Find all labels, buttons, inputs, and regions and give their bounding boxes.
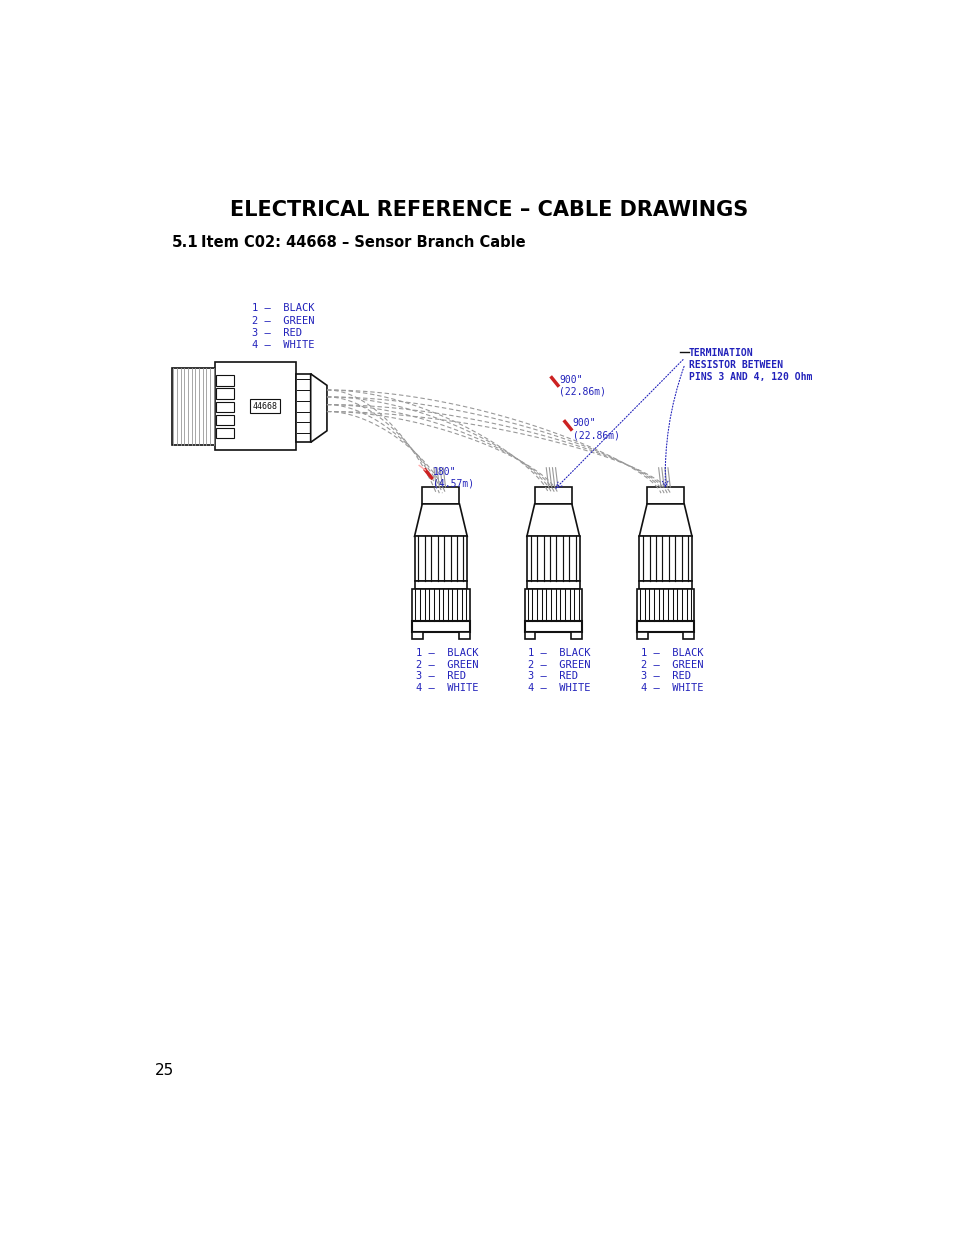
Text: 1 –  BLACK: 1 – BLACK: [252, 304, 314, 314]
Bar: [214, 362, 295, 450]
Bar: [524, 632, 535, 640]
Text: 2 –  GREEN: 2 – GREEN: [252, 316, 314, 326]
Bar: [534, 487, 571, 504]
Text: 25: 25: [154, 1063, 174, 1078]
Bar: [526, 536, 579, 580]
Text: Item C02: 44668 – Sensor Branch Cable: Item C02: 44668 – Sensor Branch Cable: [200, 235, 525, 249]
Text: ELECTRICAL REFERENCE – CABLE DRAWINGS: ELECTRICAL REFERENCE – CABLE DRAWINGS: [230, 200, 747, 220]
Bar: [422, 487, 459, 504]
Bar: [412, 589, 469, 621]
Bar: [415, 580, 467, 589]
Text: 3 –  RED: 3 – RED: [640, 672, 690, 682]
Bar: [524, 621, 581, 632]
Text: 2 –  GREEN: 2 – GREEN: [416, 659, 478, 669]
Bar: [571, 632, 581, 640]
Text: 44668: 44668: [253, 401, 277, 411]
Bar: [295, 374, 311, 442]
Bar: [639, 580, 691, 589]
Bar: [458, 632, 469, 640]
Text: 1 –  BLACK: 1 – BLACK: [416, 648, 478, 658]
Polygon shape: [311, 374, 327, 442]
Bar: [216, 401, 233, 412]
Text: 2 –  GREEN: 2 – GREEN: [640, 659, 702, 669]
Bar: [216, 375, 233, 387]
Bar: [682, 632, 694, 640]
Bar: [412, 632, 422, 640]
Bar: [172, 368, 215, 445]
Bar: [646, 487, 683, 504]
Text: 3 –  RED: 3 – RED: [528, 672, 578, 682]
Bar: [415, 536, 467, 580]
Bar: [637, 621, 694, 632]
Polygon shape: [415, 504, 467, 536]
Polygon shape: [526, 504, 579, 536]
Text: 2 –  GREEN: 2 – GREEN: [528, 659, 590, 669]
Text: 4 –  WHITE: 4 – WHITE: [640, 683, 702, 693]
Text: TERMINATION
RESISTOR BETWEEN
PINS 3 AND 4, 120 Ohm: TERMINATION RESISTOR BETWEEN PINS 3 AND …: [688, 348, 811, 382]
Bar: [216, 389, 233, 399]
Text: 3 –  RED: 3 – RED: [252, 329, 301, 338]
Text: 3 –  RED: 3 – RED: [416, 672, 466, 682]
Bar: [637, 632, 647, 640]
Bar: [412, 621, 469, 632]
Text: 4 –  WHITE: 4 – WHITE: [252, 341, 314, 351]
Text: 5.1: 5.1: [172, 235, 198, 249]
Text: 1 –  BLACK: 1 – BLACK: [528, 648, 590, 658]
Text: 4 –  WHITE: 4 – WHITE: [416, 683, 478, 693]
Bar: [637, 589, 694, 621]
Bar: [526, 580, 579, 589]
Bar: [216, 415, 233, 425]
Text: 1 –  BLACK: 1 – BLACK: [640, 648, 702, 658]
Text: 180"
(4.57m): 180" (4.57m): [433, 467, 474, 489]
Polygon shape: [639, 504, 691, 536]
Bar: [216, 427, 233, 438]
Bar: [639, 536, 691, 580]
Text: 900"
(22.86m): 900" (22.86m): [572, 419, 619, 440]
Bar: [524, 589, 581, 621]
Text: 4 –  WHITE: 4 – WHITE: [528, 683, 590, 693]
Text: 900"
(22.86m): 900" (22.86m): [558, 374, 606, 396]
